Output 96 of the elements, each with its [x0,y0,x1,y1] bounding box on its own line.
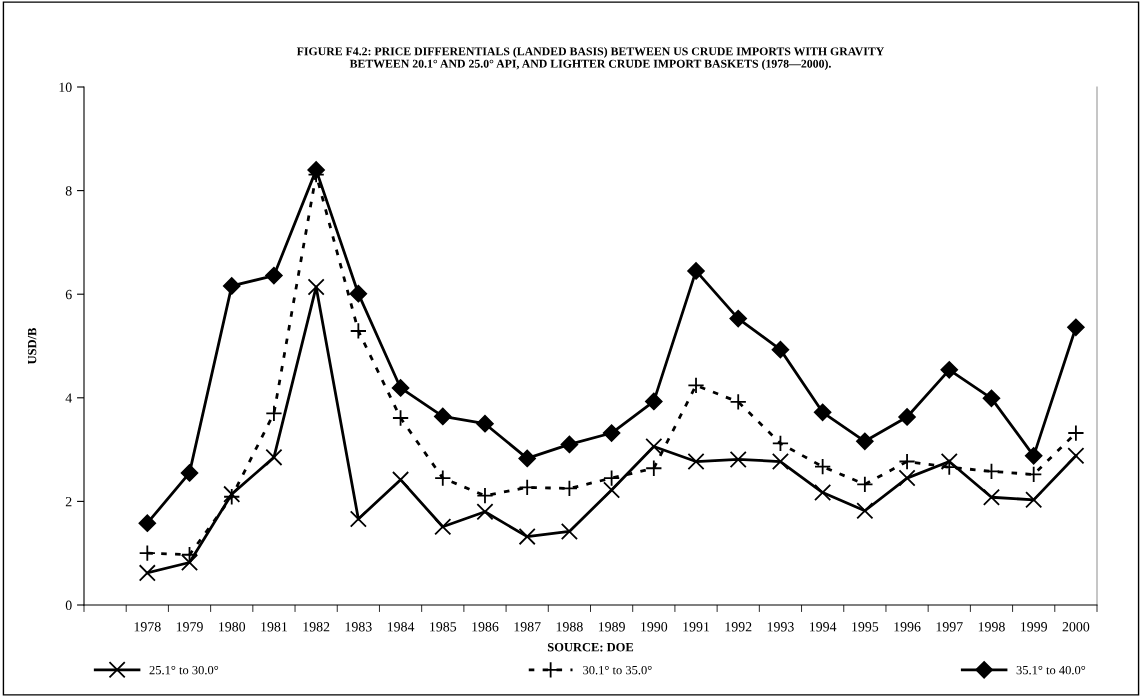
x-tick-label: 1982 [303,622,330,632]
point [729,309,747,328]
point [265,404,283,422]
x-tick-label: 1978 [134,622,161,632]
x-tick-label: 1992 [725,622,752,632]
x-tick-label: 1995 [852,622,879,632]
point [518,478,536,496]
point [180,553,199,572]
point [814,458,832,476]
legend-label: 30.1° to 35.0° [583,665,652,675]
x-tick-label: 1980 [219,622,246,632]
point [1067,447,1085,465]
x-axis-title: SOURCE: DOE [547,642,634,652]
point [771,434,789,452]
point [1025,465,1043,484]
x-tick-label: 1990 [641,622,668,632]
y-axis-title: USD/B [27,327,37,365]
point [645,459,663,477]
point [898,469,916,487]
point [856,502,874,520]
x-tick-label: 1986 [472,622,499,632]
point [560,479,578,497]
x-tick-label: 1994 [809,622,837,632]
point [349,510,367,528]
y-tick-label: 0 [65,600,72,610]
point [434,518,452,536]
y-tick-label: 10 [59,82,72,92]
legend-label: 25.1° to 30.0° [149,665,219,675]
point [138,564,156,582]
point [392,471,410,489]
point [982,389,1001,408]
x-tick-label: 2000 [1062,622,1090,632]
point [645,392,663,411]
point [729,393,747,411]
x-tick-label: 1998 [978,622,1005,632]
point [518,528,536,546]
x-tick-label: 1989 [598,622,625,632]
y-tick-label: 2 [65,497,72,507]
point [560,522,578,540]
point [138,514,157,532]
y-tick-label: 8 [65,186,72,196]
y-tick-label: 4 [65,393,72,403]
point [729,450,747,468]
point [940,361,959,379]
point [1025,491,1043,509]
x-tick-label: 1993 [767,622,794,632]
point [771,340,790,359]
point [898,408,916,426]
point [222,277,241,295]
point [603,469,621,487]
point [391,379,410,397]
point [814,484,832,502]
point [518,449,536,468]
point [434,469,452,487]
point [687,452,705,471]
point [265,448,283,466]
point [476,503,494,521]
point [602,424,621,442]
point [265,266,283,285]
x-tick-label: 1997 [936,622,963,632]
point [392,409,410,427]
point [476,487,494,505]
x-tick-label: 1979 [176,622,203,632]
point [476,414,494,433]
point [856,475,874,493]
point [307,278,325,296]
point [813,403,832,422]
x-tick-label: 1999 [1021,622,1048,632]
point [856,432,874,451]
x-tick-label: 1987 [514,622,541,632]
point [434,407,452,426]
point [180,464,199,482]
y-tick-label: 6 [65,289,72,300]
point [349,322,367,340]
point [982,488,1001,506]
chart-title: FIGURE F4.2: PRICE DIFFERENTIALS (LANDED BASIS) BETWEEN US CRUDE IMPORTS WITH GRAVITY BETWEEN 20.1° AND 25.0° API, AND LIGHTER CRUDE IMPORT BASKETS (1978—2000). [296,47,885,71]
point [138,544,156,562]
point [982,462,1001,480]
point [1067,318,1085,337]
point [687,376,705,394]
x-tick-label: 1991 [683,622,710,632]
x-tick-label: 1983 [345,622,372,632]
point [687,262,705,280]
point [1024,447,1043,465]
x-tick-label: 1988 [556,622,583,632]
point [349,284,368,303]
x-tick-label: 1984 [387,622,415,632]
point [645,437,663,456]
x-tick-label: 1996 [894,622,921,632]
point [603,481,621,499]
x-tick-label: 1981 [261,622,287,632]
legend-label: 35.1° to 40.0° [1016,665,1086,675]
point [560,435,579,454]
x-tick-label: 1985 [430,622,457,632]
point [898,452,916,471]
point [771,452,789,471]
